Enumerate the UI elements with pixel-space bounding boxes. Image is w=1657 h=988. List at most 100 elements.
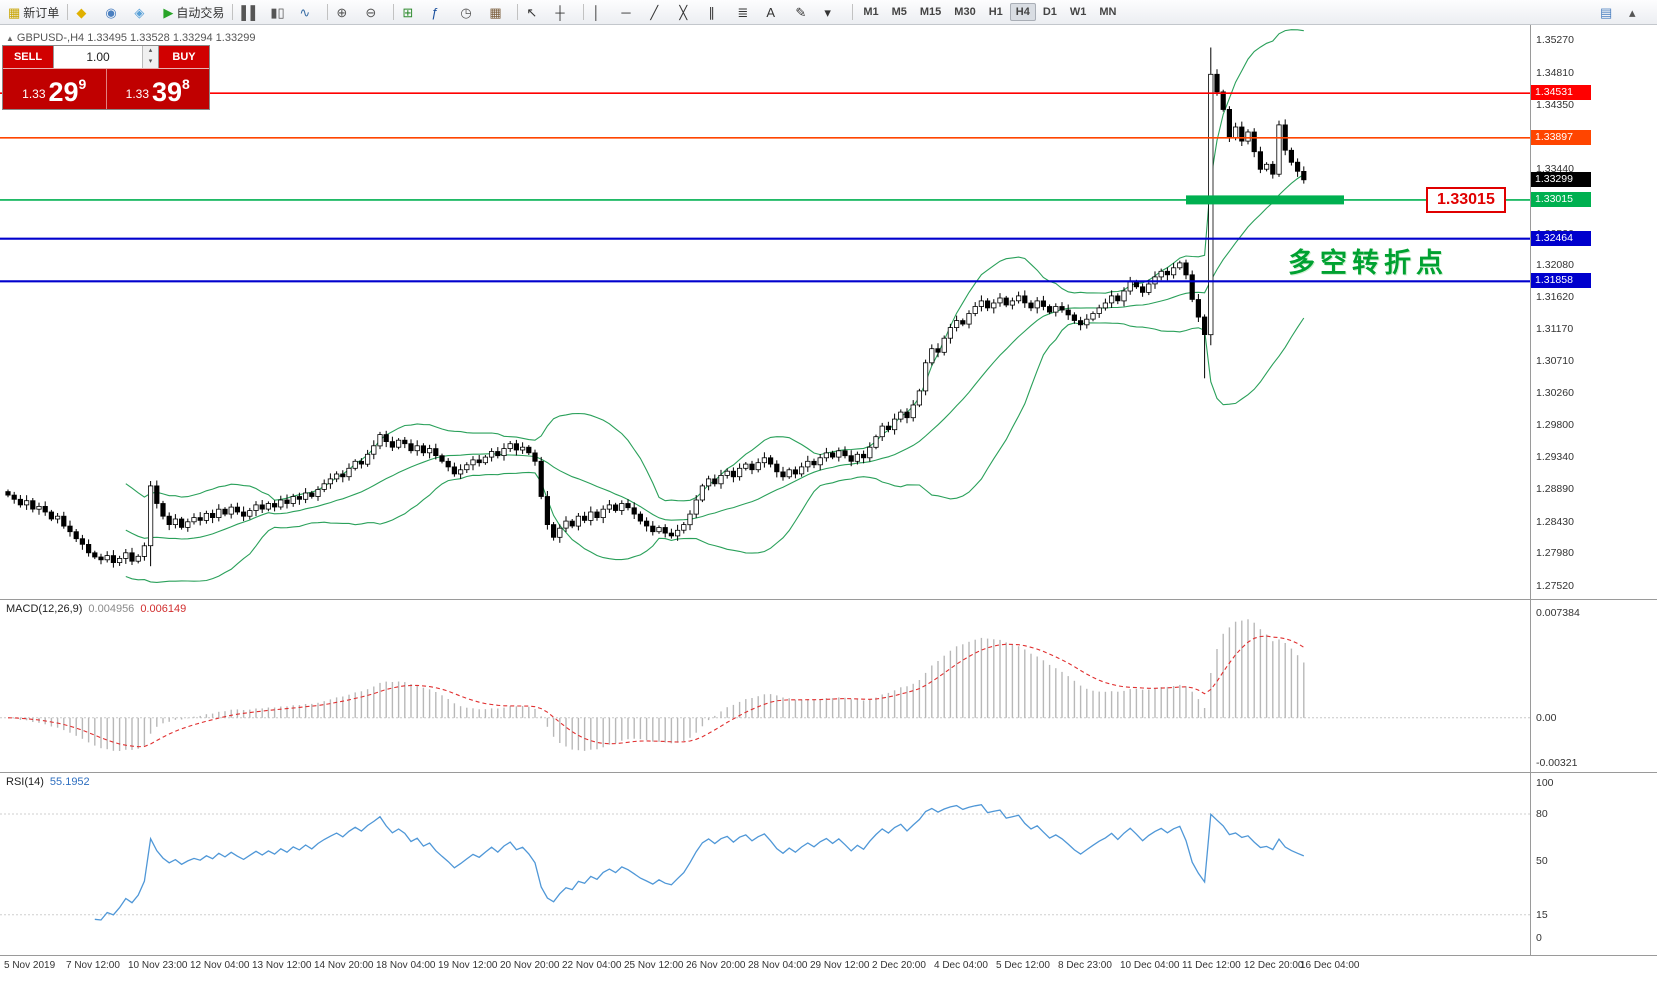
price-axis-label: 1.34810: [1536, 67, 1574, 79]
new-order-button-label: 新订单: [23, 5, 60, 20]
new-order-button-glyph: ▦: [8, 4, 21, 20]
timeframe-w1[interactable]: W1: [1069, 6, 1087, 18]
channel-icon[interactable]: ∥: [704, 1, 732, 23]
toolbar-separator: [232, 4, 234, 20]
sell-price-sup: 9: [78, 76, 87, 92]
time-axis-label: 10 Dec 04:00: [1120, 960, 1180, 971]
price-axis-label: 1.31620: [1536, 291, 1574, 303]
trendline-icon-glyph: ╱: [650, 4, 659, 20]
tile-windows-icon[interactable]: ⊞: [398, 1, 426, 23]
zoom-in-icon[interactable]: ⊕: [332, 1, 360, 23]
market-watch-icon[interactable]: ◉: [101, 1, 129, 23]
fibonacci-icon[interactable]: ╳: [675, 1, 703, 23]
auto-trading-button-label: 自动交易: [176, 5, 225, 20]
macd-label: MACD(12,26,9) 0.004956 0.006149: [6, 603, 186, 615]
trendline-icon[interactable]: ╱: [646, 1, 674, 23]
price-axis-label: 1.29800: [1536, 419, 1574, 431]
market-watch-icon-glyph: ◉: [105, 4, 117, 20]
crosshair-icon-glyph: ┼: [555, 4, 565, 20]
objects-dropdown-icon[interactable]: ▾: [820, 1, 848, 23]
chart-profile-icon[interactable]: ◆: [72, 1, 100, 23]
rsi-canvas: [0, 803, 1530, 921]
periods-icon[interactable]: ◷: [456, 1, 484, 23]
collapse-panel-arrow-icon[interactable]: ▲: [6, 34, 14, 43]
volume-input[interactable]: [54, 46, 142, 68]
zoom-out-icon-glyph: ⊖: [365, 4, 377, 20]
rsi-value: 55.1952: [49, 776, 90, 788]
sell-button[interactable]: SELL: [3, 46, 53, 68]
text-tool-icon[interactable]: A: [762, 1, 790, 23]
shapes-icon[interactable]: ≣: [733, 1, 761, 23]
candlestick-type-icon[interactable]: ▮▯: [266, 1, 294, 23]
rsi-pane: RSI(14) 55.1952 100 80 50 15 0: [0, 772, 1657, 955]
indicators-icon[interactable]: ƒ: [427, 1, 455, 23]
templates-icon[interactable]: ▦: [485, 1, 513, 23]
volume-control: ▴ ▾: [53, 46, 159, 68]
horizontal-line-icon[interactable]: ─: [617, 1, 645, 23]
timeframe-m30[interactable]: M30: [954, 6, 976, 18]
time-axis-label: 5 Dec 12:00: [996, 960, 1050, 971]
macd-name: MACD(12,26,9): [6, 603, 83, 615]
crosshair-icon[interactable]: ┼: [551, 1, 579, 23]
time-axis-label: 11 Dec 12:00: [1182, 960, 1241, 971]
timeframe-d1[interactable]: D1: [1042, 6, 1057, 18]
toolbar: ▦ 新订单 ◆ ◉ ◈ ▶ 自动交易 ▌▌ ▮▯ ∿ ⊕ ⊖ ⊞ ƒ ◷ ▦ ↖ ┼ │ ─ ╱ ╳ ∥ ≣ A ✎ ▾ M1 M5 M1…: [0, 0, 1657, 25]
time-axis-label: 14 Nov 20:00: [314, 960, 374, 971]
price-axis-label: 1.34350: [1536, 99, 1574, 111]
price-axis[interactable]: 1.352701.348101.343501.338901.334401.329…: [1530, 25, 1657, 599]
time-axis-label: 7 Nov 12:00: [66, 960, 120, 971]
arrows-tool-icon[interactable]: ✎: [791, 1, 819, 23]
buy-price-button[interactable]: 1.33 39 8: [107, 69, 210, 109]
time-axis-label: 26 Nov 20:00: [686, 960, 746, 971]
channel-icon-glyph: ∥: [708, 4, 715, 20]
macd-canvas: [0, 619, 1530, 751]
chart-list-icon[interactable]: ▤: [1596, 1, 1624, 23]
vertical-line-icon[interactable]: │: [588, 1, 616, 23]
line-chart-type-icon[interactable]: ∿: [295, 1, 323, 23]
timeframe-h4[interactable]: H4: [1009, 3, 1036, 21]
volume-down-button[interactable]: ▾: [143, 57, 158, 68]
text-tool-icon-glyph: A: [766, 4, 775, 20]
timeframe-m5[interactable]: M5: [891, 6, 907, 18]
macd-histogram: [13, 619, 1305, 751]
macd-axis-label: 0.007384: [1536, 607, 1580, 619]
collapse-toolbar-icon[interactable]: ▴: [1625, 1, 1653, 23]
cursor-icon[interactable]: ↖: [522, 1, 550, 23]
macd-main-value: 0.004956: [88, 603, 135, 615]
toolbar-separator: [393, 4, 395, 20]
new-order-button[interactable]: ▦ 新订单: [4, 1, 63, 23]
bar-chart-type-icon[interactable]: ▌▌: [237, 1, 265, 23]
level-price-text-box[interactable]: 1.33015: [1426, 187, 1506, 213]
rsi-axis-label: 15: [1536, 909, 1548, 921]
rsi-name: RSI(14): [6, 776, 44, 788]
time-axis[interactable]: 5 Nov 2019 7 Nov 12:00 10 Nov 23:00 12 Nov …: [0, 955, 1657, 988]
time-axis-label: 2 Dec 20:00: [872, 960, 926, 971]
price-axis-label: 1.30710: [1536, 355, 1574, 367]
zoom-out-icon[interactable]: ⊖: [361, 1, 389, 23]
timeframe-m1[interactable]: M1: [863, 6, 879, 18]
rsi-axis-label: 80: [1536, 808, 1548, 820]
sell-price-button[interactable]: 1.33 29 9: [3, 69, 107, 109]
price-axis-label: 1.31170: [1536, 323, 1574, 335]
timeframe-h1[interactable]: H1: [988, 6, 1003, 18]
navigator-icon[interactable]: ◈: [130, 1, 158, 23]
objects-dropdown-icon-glyph: ▾: [824, 4, 831, 20]
auto-trading-button[interactable]: ▶ 自动交易: [159, 1, 228, 23]
volume-up-button[interactable]: ▴: [143, 46, 158, 57]
time-axis-label: 13 Nov 12:00: [252, 960, 312, 971]
timeframe-m15[interactable]: M15: [919, 6, 942, 18]
buy-button[interactable]: BUY: [159, 46, 209, 68]
level-price-badge: 1.33897: [1531, 130, 1591, 145]
price-axis-label: 1.35270: [1536, 34, 1574, 46]
tile-windows-icon-glyph: ⊞: [402, 4, 414, 20]
time-axis-label: 16 Dec 04:00: [1300, 960, 1360, 971]
level-price-badge: 1.32464: [1531, 231, 1591, 246]
toolbar-separator: [583, 4, 585, 20]
timeframe-mn[interactable]: MN: [1099, 6, 1117, 18]
bollinger-upper-band: [125, 29, 1304, 502]
thick-level-segment[interactable]: [1186, 195, 1344, 205]
turning-point-annotation[interactable]: 多空转折点: [1288, 248, 1448, 278]
candlestick-series: [5, 47, 1307, 568]
